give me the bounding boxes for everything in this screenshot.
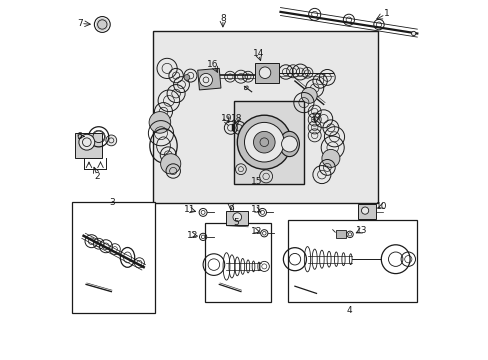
Text: 2: 2 bbox=[95, 172, 100, 181]
Text: 11: 11 bbox=[250, 205, 262, 215]
Bar bbox=[255, 63, 278, 83]
Circle shape bbox=[232, 213, 241, 221]
Circle shape bbox=[149, 112, 170, 133]
Bar bbox=[287, 220, 416, 302]
Text: 12: 12 bbox=[187, 231, 198, 240]
Circle shape bbox=[281, 136, 297, 152]
Circle shape bbox=[244, 122, 284, 162]
Text: 1: 1 bbox=[383, 9, 389, 18]
Text: 11: 11 bbox=[183, 205, 195, 215]
Circle shape bbox=[253, 131, 275, 153]
Text: 5: 5 bbox=[232, 218, 238, 227]
Text: 16: 16 bbox=[207, 60, 219, 69]
Text: 10: 10 bbox=[375, 202, 387, 211]
Text: 12: 12 bbox=[250, 227, 262, 236]
Circle shape bbox=[259, 67, 270, 78]
Text: 17: 17 bbox=[310, 113, 322, 122]
Bar bbox=[336, 230, 346, 238]
Text: 4: 4 bbox=[346, 306, 352, 315]
Bar bbox=[231, 124, 233, 131]
Text: 13: 13 bbox=[355, 226, 366, 235]
Circle shape bbox=[237, 115, 291, 169]
Bar bbox=[75, 133, 102, 158]
Circle shape bbox=[411, 31, 415, 36]
Bar bbox=[72, 202, 154, 313]
Text: 14: 14 bbox=[252, 49, 264, 58]
Text: 7: 7 bbox=[77, 19, 82, 28]
Circle shape bbox=[301, 87, 317, 103]
Text: 3: 3 bbox=[109, 198, 115, 207]
Ellipse shape bbox=[279, 131, 299, 157]
Circle shape bbox=[183, 75, 189, 80]
Bar bbox=[233, 101, 303, 184]
Circle shape bbox=[96, 18, 108, 31]
Circle shape bbox=[199, 73, 212, 86]
Circle shape bbox=[361, 207, 368, 214]
Bar bbox=[226, 211, 247, 225]
Circle shape bbox=[321, 149, 339, 167]
Text: 19: 19 bbox=[220, 114, 232, 123]
Circle shape bbox=[79, 134, 95, 150]
Bar bbox=[357, 204, 375, 219]
Text: 15: 15 bbox=[251, 177, 263, 186]
Text: 6: 6 bbox=[77, 132, 82, 141]
Bar bbox=[204, 223, 271, 302]
Text: 18: 18 bbox=[230, 114, 242, 123]
Bar bbox=[152, 31, 377, 203]
Bar bbox=[197, 68, 221, 90]
Circle shape bbox=[106, 135, 117, 146]
Circle shape bbox=[160, 154, 181, 174]
Text: 9: 9 bbox=[227, 205, 233, 215]
Text: 8: 8 bbox=[220, 14, 225, 23]
